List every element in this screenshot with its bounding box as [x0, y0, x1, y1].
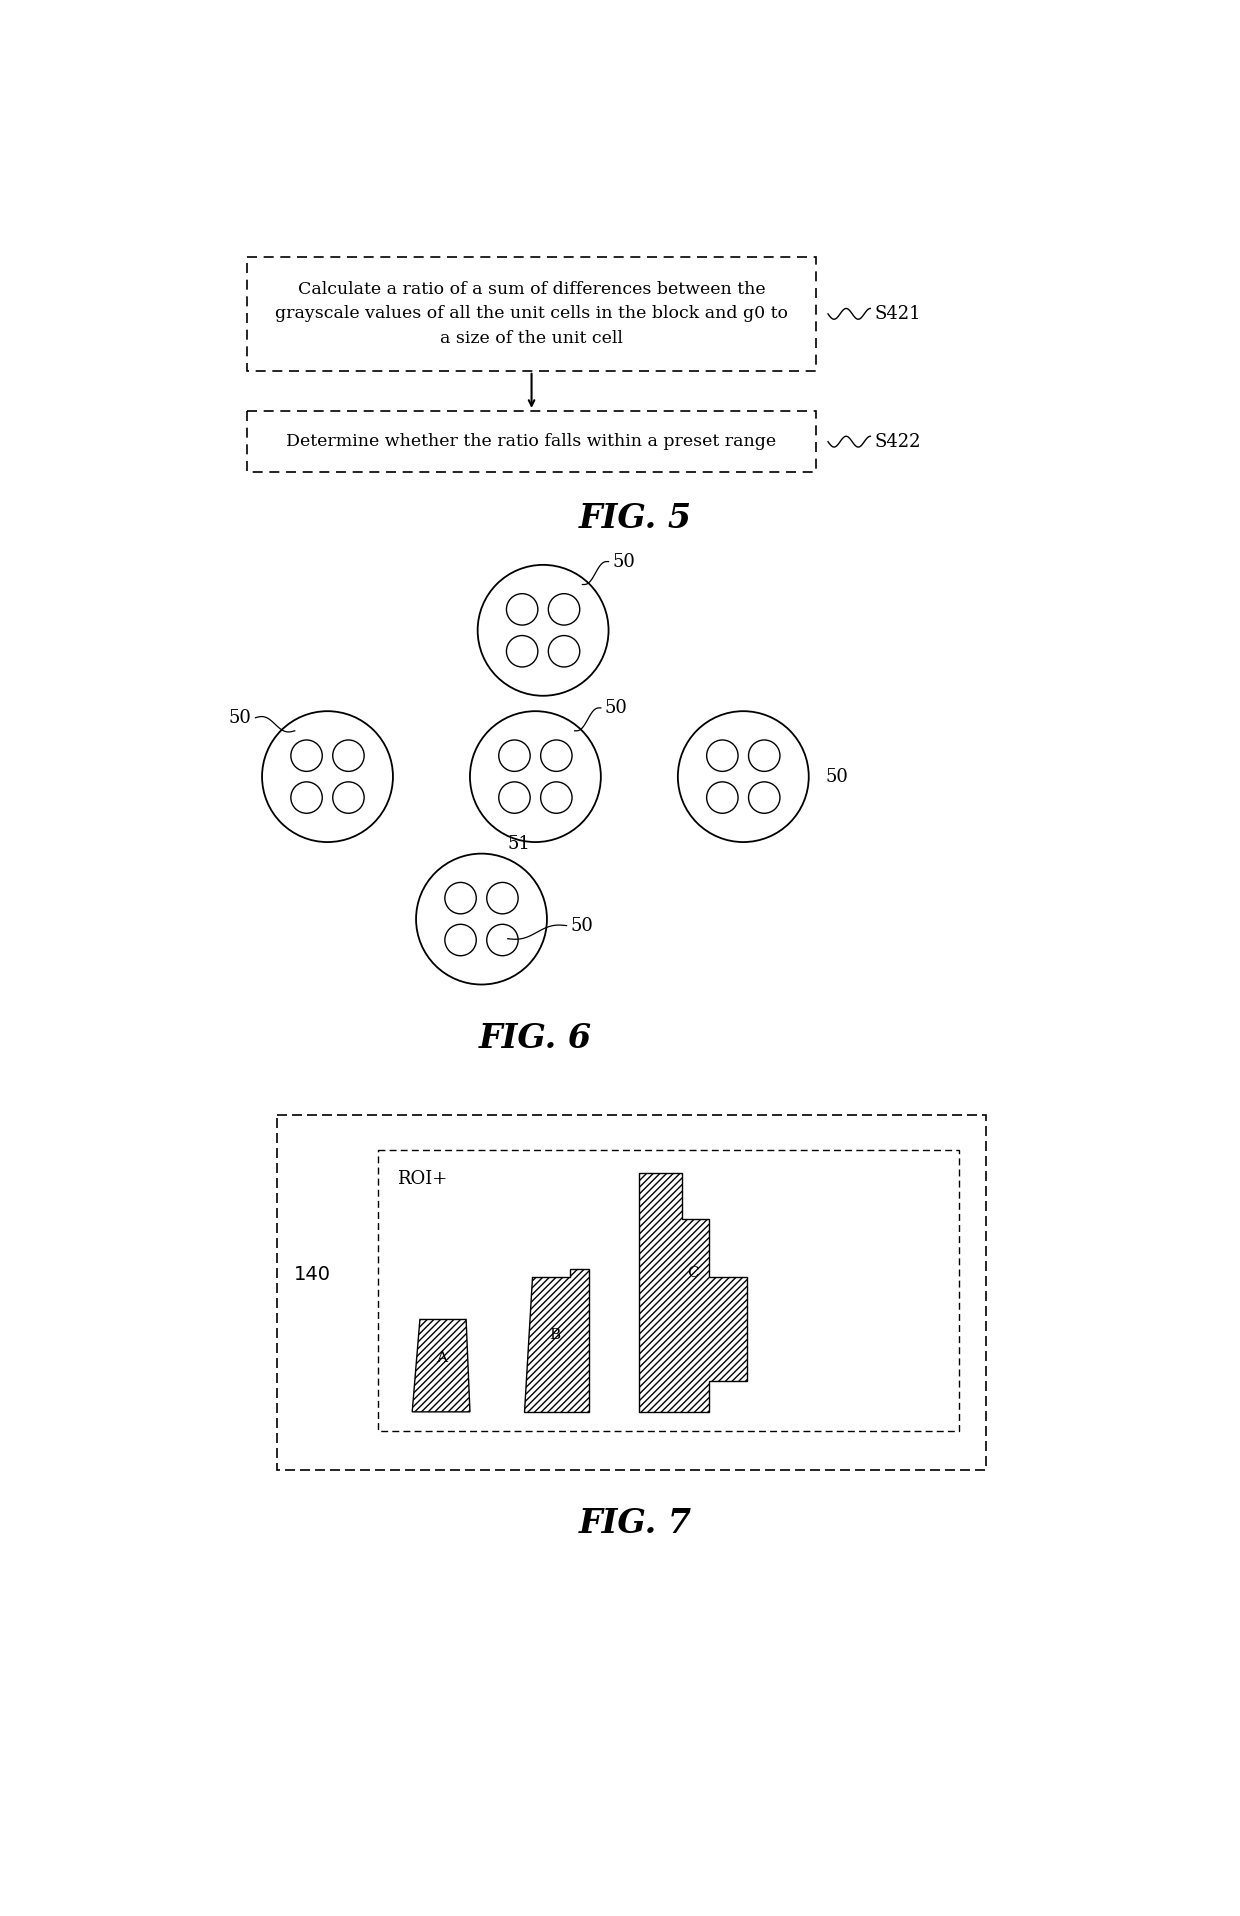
Text: 50: 50 — [570, 916, 593, 935]
Bar — [247, 410, 816, 473]
Text: FIG. 7: FIG. 7 — [579, 1508, 692, 1540]
Text: ROI+: ROI+ — [397, 1171, 448, 1188]
Text: 140: 140 — [294, 1265, 331, 1284]
Text: Calculate a ratio of a sum of differences between the
grayscale values of all th: Calculate a ratio of a sum of difference… — [275, 280, 789, 347]
Text: S421: S421 — [874, 305, 921, 324]
Text: 50: 50 — [613, 552, 635, 571]
Text: 51: 51 — [507, 835, 531, 853]
Text: FIG. 5: FIG. 5 — [579, 502, 692, 535]
Text: 50: 50 — [826, 768, 848, 786]
Text: Determine whether the ratio falls within a preset range: Determine whether the ratio falls within… — [286, 433, 776, 450]
Bar — [377, 1150, 959, 1431]
Text: 50: 50 — [228, 709, 252, 726]
Text: A: A — [436, 1351, 446, 1364]
Text: C: C — [687, 1266, 699, 1280]
Bar — [247, 257, 816, 372]
Text: S422: S422 — [874, 433, 920, 450]
Text: 50: 50 — [605, 699, 627, 717]
Bar — [278, 1115, 986, 1470]
Text: FIG. 6: FIG. 6 — [479, 1021, 591, 1056]
Text: B: B — [549, 1328, 560, 1341]
